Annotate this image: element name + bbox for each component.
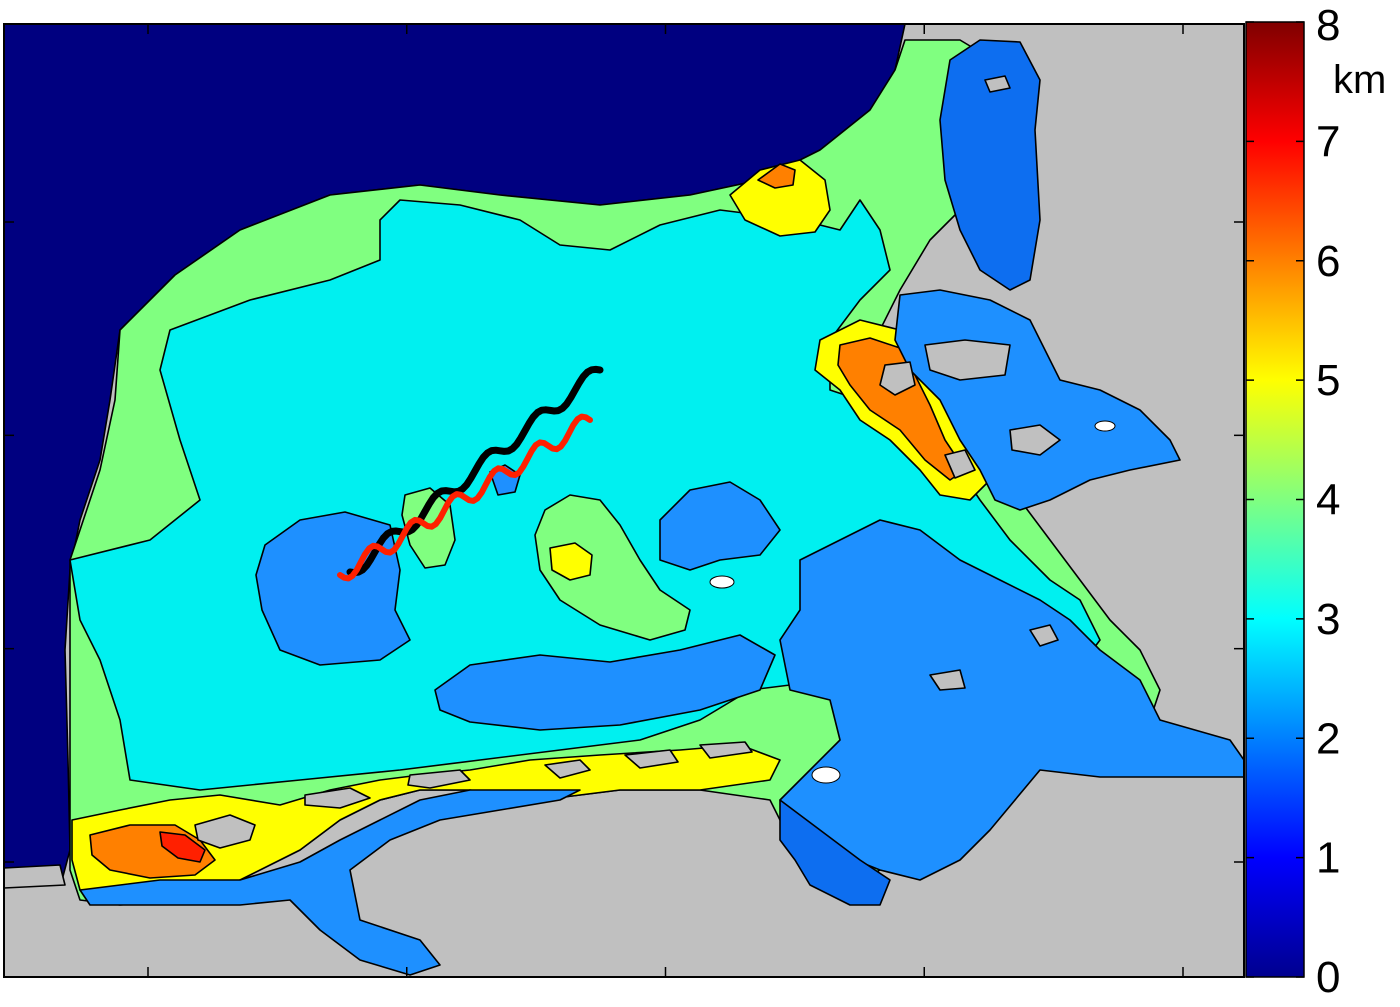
colorbar-tick-label: 0 [1316, 953, 1340, 1002]
field-region-yellow-spot [549, 542, 593, 581]
colorbar-tick-label: 6 [1316, 237, 1340, 286]
field-region-blue-far-east [779, 519, 1244, 881]
white-patch [709, 575, 735, 589]
field-region-blue-sw-shore [79, 789, 581, 976]
colorbar-ticks: 0 1 2 3 4 5 6 7 8 [1246, 1, 1340, 1002]
field-region-blue-east-coast [939, 39, 1041, 291]
contour-map [4, 24, 1244, 977]
colorbar-tick-label: 7 [1316, 117, 1340, 166]
colorbar [1245, 21, 1305, 978]
colorbar-tick-label: 5 [1316, 356, 1340, 405]
colorbar-tick-label: 4 [1316, 476, 1340, 525]
map-frame [3, 23, 1245, 978]
colorbar-tick-label: 8 [1316, 1, 1340, 50]
colorbar-tick-label: 2 [1316, 714, 1340, 763]
field-region-yellow-ne [729, 159, 831, 237]
field-region-blue-south [434, 634, 776, 731]
field-region-blue-east [659, 481, 781, 571]
white-patch [1094, 420, 1116, 432]
field-region-green-island [534, 494, 691, 641]
map-ticks [4, 24, 1244, 977]
field-region-red-sw [159, 831, 206, 863]
white-patch [811, 766, 841, 784]
colorbar-tick-label: 3 [1316, 595, 1340, 644]
track-red [337, 413, 593, 582]
field-region-orange-ne [757, 163, 796, 189]
track-black [346, 365, 604, 577]
land-islands [4, 75, 1061, 889]
field-region-blue-south-inlet [779, 799, 891, 906]
colorbar-tick-label: 1 [1316, 834, 1340, 883]
colorbar-unit-label: km [1333, 58, 1386, 102]
